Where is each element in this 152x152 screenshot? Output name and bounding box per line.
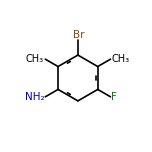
Text: F: F (111, 92, 117, 102)
Text: Br: Br (73, 30, 84, 40)
Text: CH₃: CH₃ (26, 54, 44, 64)
Text: NH₂: NH₂ (25, 92, 44, 102)
Text: CH₃: CH₃ (112, 54, 130, 64)
